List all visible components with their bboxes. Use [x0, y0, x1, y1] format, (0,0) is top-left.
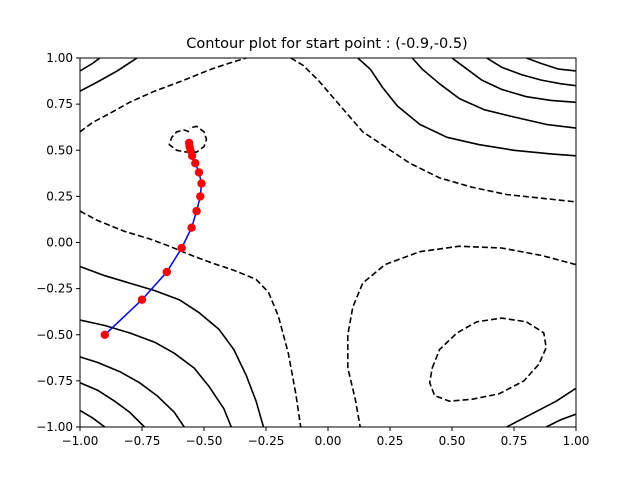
contour-line-15	[451, 58, 576, 104]
optimizer-path-layer	[100, 138, 206, 339]
path-point-0	[100, 330, 110, 339]
contour-line-2	[290, 58, 576, 203]
x-tick-label-2: −0.50	[186, 434, 223, 448]
y-tick-label-6: −0.50	[36, 328, 73, 342]
x-axis: −1.00 −0.75 −0.50 −0.25 0.00 0.25 0.50 0.75 1.00	[62, 427, 590, 448]
contour-line-10	[80, 409, 106, 427]
x-tick-label-6: 0.50	[439, 434, 466, 448]
path-point-4	[187, 223, 196, 232]
contour-line-0	[80, 210, 302, 427]
y-tick-label-0: 1.00	[46, 51, 73, 65]
x-tick-label-1: −0.75	[124, 434, 161, 448]
path-point-2	[162, 267, 171, 277]
y-tick-label-3: 0.25	[46, 189, 73, 203]
y-axis: 1.00 0.75 0.50 0.25 0.00 −0.25 −0.50 −0.75 −1.00	[36, 51, 80, 434]
contour-line-8	[80, 356, 185, 427]
path-point-3	[177, 243, 186, 253]
contour-line-18	[506, 387, 576, 427]
y-tick-label-2: 0.50	[46, 143, 73, 157]
contour-line-14	[411, 58, 576, 129]
path-point-8	[194, 168, 204, 177]
path-point-13	[184, 138, 194, 148]
contour-line-11	[80, 58, 138, 92]
x-tick-label-3: −0.25	[248, 434, 285, 448]
contour-line-12	[80, 58, 101, 72]
contour-line-6	[80, 265, 265, 427]
x-tick-label-5: 0.25	[377, 434, 404, 448]
y-tick-label-1: 0.75	[46, 97, 73, 111]
contour-line-16	[486, 58, 576, 87]
x-tick-label-8: 1.00	[563, 434, 590, 448]
contour-line-5	[168, 125, 208, 153]
x-tick-label-7: 0.75	[501, 434, 528, 448]
contour-line-9	[80, 381, 146, 427]
path-point-5	[192, 206, 201, 216]
y-tick-label-7: −0.75	[36, 374, 73, 388]
x-tick-label-4: 0.00	[315, 434, 342, 448]
y-tick-label-8: −1.00	[36, 420, 73, 434]
contour-line-17	[526, 58, 576, 72]
y-tick-label-5: −0.25	[36, 282, 73, 296]
contour-line-3	[347, 245, 576, 427]
path-point-6	[196, 192, 205, 201]
contour-line-19	[545, 413, 576, 427]
y-tick-label-4: 0.00	[46, 236, 73, 250]
path-point-7	[197, 179, 206, 188]
path-point-1	[137, 295, 147, 304]
contour-layer	[80, 58, 576, 427]
contour-line-1	[80, 58, 247, 133]
contour-line-13	[357, 58, 576, 157]
x-tick-label-0: −1.00	[62, 434, 99, 448]
contour-line-4	[428, 317, 547, 402]
chart-title: Contour plot for start point : (-0.9,-0.…	[186, 36, 467, 52]
path-point-9	[191, 159, 200, 168]
